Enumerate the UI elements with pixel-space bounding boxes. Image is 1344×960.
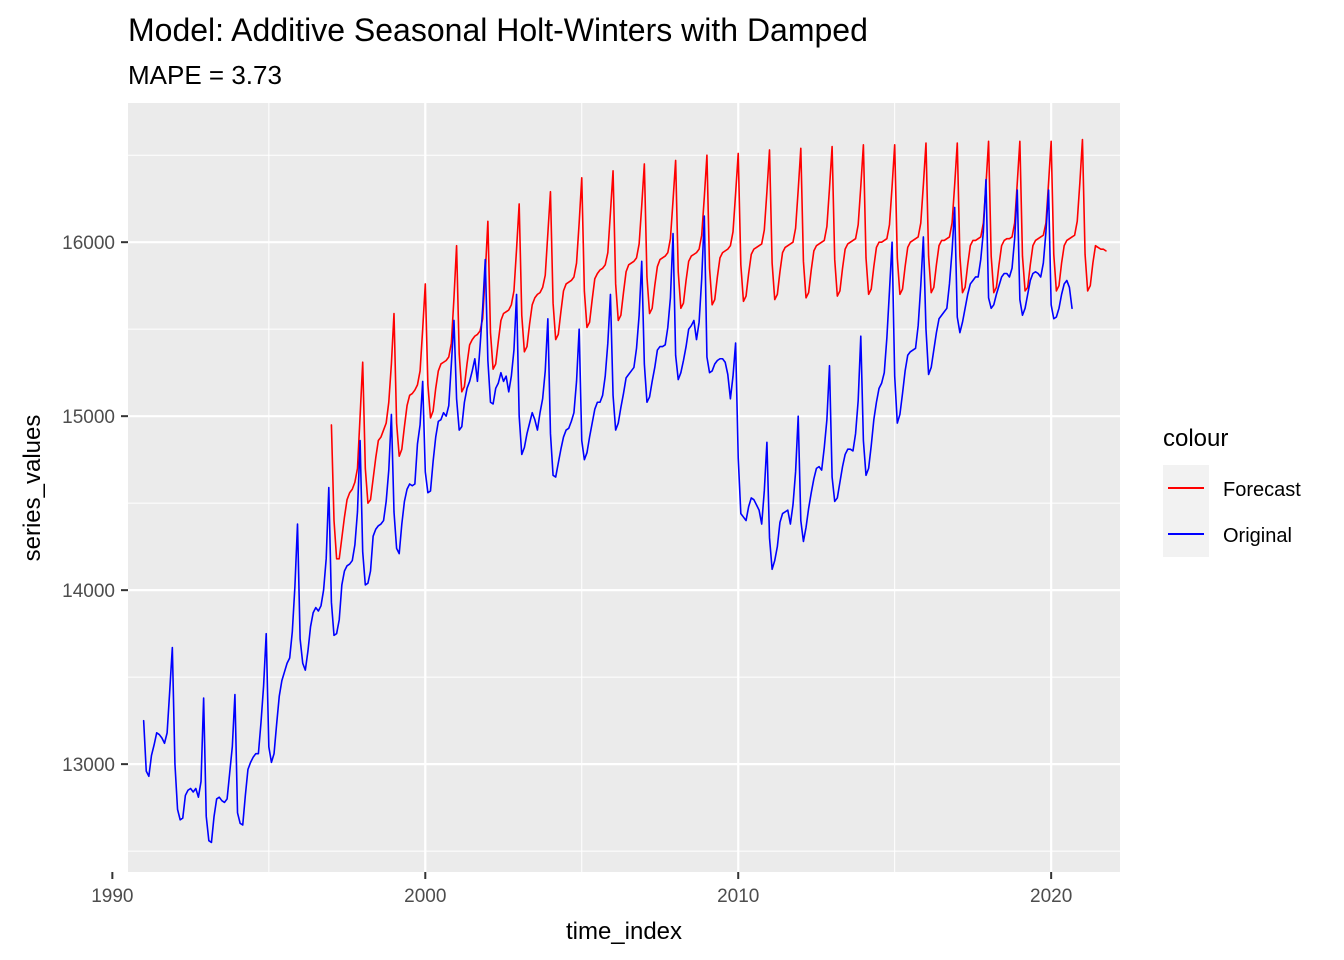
y-tick-label: 14000 — [62, 581, 115, 602]
y-tick-label: 13000 — [62, 755, 115, 776]
series-line-forecast — [330, 138, 1107, 560]
legend-label-forecast: Forecast — [1223, 479, 1301, 501]
major-gridlines — [111, 103, 1120, 872]
y-axis-title: series_values — [19, 415, 46, 562]
x-tick-label: 2010 — [717, 886, 759, 907]
series-layer — [142, 138, 1107, 844]
plot-panel — [128, 103, 1120, 872]
legend-title: colour — [1163, 425, 1228, 452]
x-tick-label: 2000 — [404, 886, 446, 907]
y-tick-label: 16000 — [62, 233, 115, 254]
y-axis-ticks: 13000 14000 15000 16000 — [62, 233, 128, 776]
minor-gridlines — [128, 103, 1120, 872]
y-tick-label: 15000 — [62, 407, 115, 428]
x-tick-label: 2020 — [1030, 886, 1072, 907]
x-axis-title: time_index — [566, 918, 682, 945]
chart-subtitle: MAPE = 3.73 — [128, 60, 282, 90]
chart-title: Model: Additive Seasonal Holt-Winters wi… — [128, 12, 868, 48]
legend-label-original: Original — [1223, 525, 1292, 547]
x-tick-label: 1990 — [91, 886, 133, 907]
series-line-original — [142, 178, 1073, 844]
x-axis-ticks: 1990 2000 2010 2020 — [91, 872, 1072, 907]
legend: colour Forecast Original — [1163, 425, 1301, 557]
